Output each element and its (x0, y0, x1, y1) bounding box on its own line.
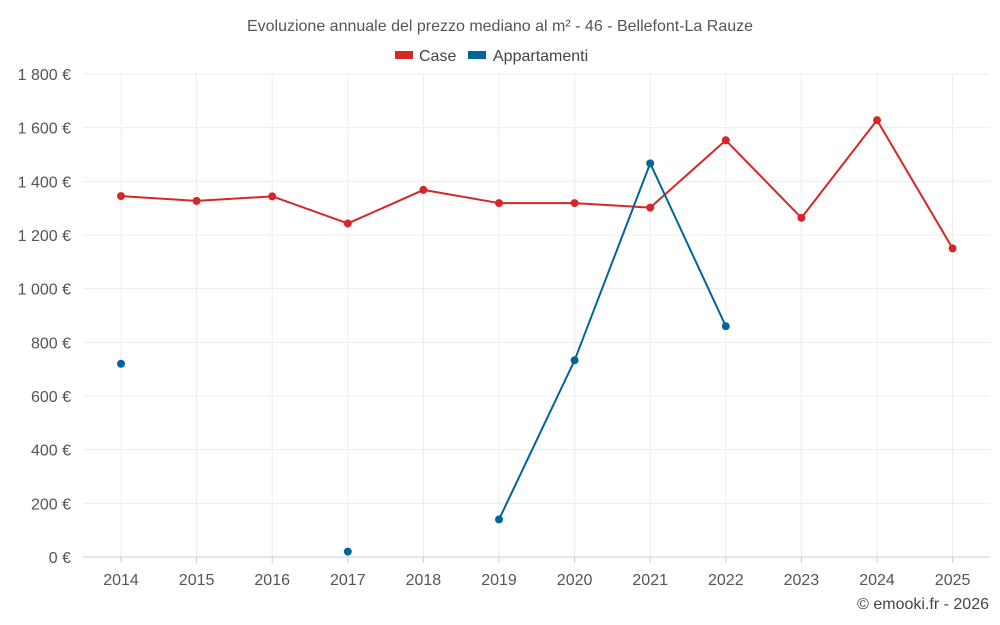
data-point-case[interactable] (646, 203, 655, 212)
x-tick-label: 2022 (708, 572, 744, 589)
data-point-case[interactable] (117, 192, 125, 201)
y-tick-label: 1 800 € (18, 67, 71, 84)
data-point-case[interactable] (419, 185, 428, 194)
data-point-case[interactable] (797, 213, 806, 222)
data-point-case[interactable] (570, 199, 579, 208)
legend-swatch-case (395, 51, 413, 59)
data-point-appartamenti[interactable] (343, 547, 352, 556)
y-tick-label: 800 € (31, 335, 71, 352)
y-tick-label: 1 200 € (18, 228, 71, 245)
x-tick-label: 2020 (557, 572, 593, 589)
y-tick-label: 600 € (31, 389, 71, 406)
chart-title: Evoluzione annuale del prezzo mediano al… (247, 18, 753, 35)
y-tick-label: 200 € (31, 496, 71, 513)
y-tick-label: 1 000 € (18, 282, 71, 299)
series-lines (120, 119, 954, 520)
data-point-case[interactable] (873, 116, 881, 125)
series-points (117, 116, 957, 556)
y-tick-label: 1 600 € (18, 121, 71, 138)
y-axis: 0 € 200 € 400 € 600 € 800 € 1 000 € 1 200 € 1 4… (18, 67, 71, 567)
data-point-appartamenti[interactable] (570, 356, 579, 365)
legend-label-appartamenti: Appartamenti (493, 48, 588, 65)
data-point-appartamenti[interactable] (117, 359, 125, 368)
legend: Case Appartamenti (395, 48, 588, 65)
data-point-case[interactable] (948, 244, 957, 253)
series-line-case (120, 119, 954, 249)
x-tick-label: 2021 (632, 572, 668, 589)
data-point-appartamenti[interactable] (721, 322, 730, 331)
x-tick-label: 2017 (330, 572, 366, 589)
legend-swatch-appartamenti (468, 51, 486, 59)
data-point-case[interactable] (192, 196, 201, 205)
data-point-case[interactable] (268, 192, 277, 201)
x-tick-label: 2019 (481, 572, 517, 589)
data-point-case[interactable] (495, 199, 503, 208)
x-tick-label: 2018 (406, 572, 442, 589)
y-tick-label: 1 400 € (18, 174, 71, 191)
x-tick-label: 2024 (859, 572, 895, 589)
grid (83, 73, 990, 558)
data-point-appartamenti[interactable] (495, 515, 503, 524)
x-tick-label: 2014 (103, 572, 139, 589)
y-tick-label: 0 € (49, 550, 71, 567)
credit: © emooki.fr - 2026 (857, 596, 989, 613)
y-tick-label: 400 € (31, 443, 71, 460)
legend-item-appartamenti[interactable]: Appartamenti (468, 48, 588, 65)
x-tick-label: 2025 (935, 572, 971, 589)
x-tick-label: 2023 (784, 572, 820, 589)
x-axis: 2014 2015 2016 2017 2018 2019 2020 2021 2022 2023… (83, 556, 990, 589)
x-tick-label: 2016 (254, 572, 290, 589)
data-point-case[interactable] (721, 136, 730, 145)
x-tick-label: 2015 (179, 572, 215, 589)
legend-label-case: Case (419, 48, 456, 65)
data-point-case[interactable] (343, 219, 352, 228)
data-point-appartamenti[interactable] (646, 159, 655, 168)
series-line-appartamenti (498, 162, 727, 520)
legend-item-case[interactable]: Case (395, 48, 456, 65)
